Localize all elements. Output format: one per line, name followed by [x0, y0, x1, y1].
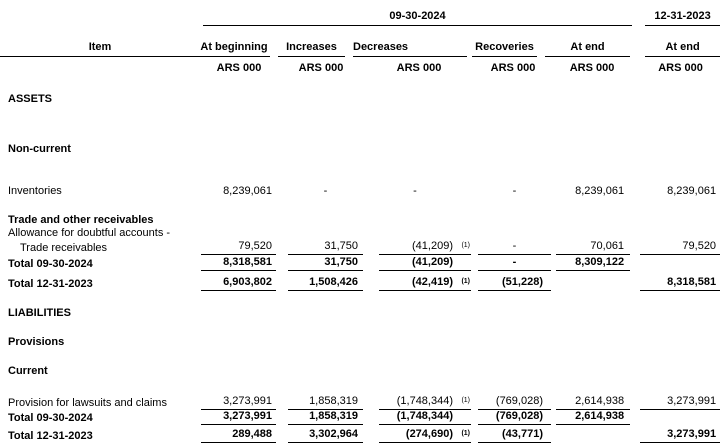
cell-at-end: 2,614,938 — [556, 395, 631, 410]
section-label: Provisions — [8, 336, 65, 348]
row-label: Provision for lawsuits and claims — [8, 397, 167, 409]
section-label: ASSETS — [8, 93, 53, 105]
cell-increases: 1,858,319 — [288, 395, 363, 410]
row-label: Total 09-30-2024 — [8, 258, 93, 270]
col-header-decreases: Decreases — [353, 41, 467, 57]
cell-recoveries: - — [478, 240, 551, 255]
cell-recoveries: (51,228) — [478, 276, 551, 291]
col-header-item: Item — [0, 41, 200, 57]
cell-at-end-prior: 8,318,581 — [640, 276, 721, 291]
cell-decreases: - — [413, 185, 417, 197]
cell-decreases: (1,748,344) (1) — [379, 395, 471, 410]
cell-at-beginning: 3,273,991 — [201, 410, 276, 425]
row-current: Current — [0, 349, 721, 378]
cell-increases: 31,750 — [288, 240, 363, 255]
cell-increases: 1,508,426 — [288, 276, 363, 291]
row-trade-and-other-receivables: Trade and other receivables — [0, 198, 721, 227]
row-assets: ASSETS — [0, 75, 721, 106]
row-label: Trade receivables — [20, 242, 108, 254]
cell-at-end-prior: 8,239,061 — [667, 185, 717, 197]
cell-at-end: 8,309,122 — [556, 256, 631, 271]
cell-recoveries: (769,028) — [478, 395, 551, 410]
period-current-label: 09-30-2024 — [203, 10, 633, 26]
cell-recoveries: - — [478, 256, 551, 271]
cell-at-beginning: 79,520 — [201, 240, 276, 255]
row-provision-lawsuits: Provision for lawsuits and claims 3,273,… — [0, 378, 721, 410]
cell-value: (42,419) — [412, 276, 453, 288]
unit-label: ARS 000 — [396, 62, 442, 74]
cell-decreases: (41,209) (1) — [379, 240, 471, 255]
row-non-current: Non-current — [0, 106, 721, 156]
cell-at-beginning: 289,488 — [201, 428, 276, 443]
period-prior-label: 12-31-2023 — [645, 10, 721, 26]
section-label: Non-current — [8, 143, 71, 155]
cell-value: (274,690) — [405, 428, 453, 440]
cell-decreases: (274,690) (1) — [379, 428, 471, 443]
cell-decreases: (41,209) — [379, 256, 471, 271]
row-liabilities: LIABILITIES — [0, 291, 721, 320]
unit-label: ARS 000 — [658, 62, 703, 74]
row-label: Total 09-30-2024 — [8, 412, 93, 424]
cell-value: (41,209) — [412, 240, 453, 252]
cell-recoveries: - — [512, 185, 517, 197]
section-label: Trade and other receivables — [8, 214, 154, 226]
cell-increases: 31,750 — [288, 256, 363, 271]
row-column-headers: Item At beginning Increases Decreases Re… — [0, 26, 721, 57]
cell-decreases: (1,748,344) — [379, 410, 471, 425]
row-inventories: Inventories 8,239,061 - - - 8,239,061 8,… — [0, 156, 721, 198]
footnote-marker: (1) — [461, 397, 470, 404]
row-label: Allowance for doubtful accounts - — [8, 227, 171, 239]
col-header-at-end-prior: At end — [645, 41, 721, 57]
cell-at-end: 70,061 — [556, 240, 631, 255]
cell-recoveries: (43,771) — [478, 428, 551, 443]
cell-at-end: 2,614,938 — [556, 410, 631, 425]
cell-at-beginning: 8,239,061 — [223, 185, 272, 197]
row-provisions: Provisions — [0, 320, 721, 349]
cell-at-end-prior: 79,520 — [640, 240, 721, 255]
cell-increases: 1,858,319 — [288, 410, 363, 425]
cell-at-beginning: 6,903,802 — [201, 276, 276, 291]
row-label: Inventories — [8, 185, 62, 197]
unit-label: ARS 000 — [216, 62, 262, 74]
col-header-recoveries: Recoveries — [472, 41, 537, 57]
section-label: LIABILITIES — [8, 307, 71, 319]
cell-increases: 3,302,964 — [288, 428, 363, 443]
unit-label: ARS 000 — [298, 62, 344, 74]
cell-at-end-prior: 3,273,991 — [640, 428, 721, 443]
row-unit-header: ARS 000 ARS 000 ARS 000 ARS 000 ARS 000 … — [0, 57, 721, 75]
row-label: Total 12-31-2023 — [8, 430, 93, 442]
row-trade-receivables: Trade receivables 79,520 31,750 (41,209)… — [0, 240, 721, 255]
row-total-1231-liabilities: Total 12-31-2023 289,488 3,302,964 (274,… — [0, 425, 721, 443]
footnote-marker: (1) — [461, 278, 470, 285]
cell-increases: - — [323, 185, 328, 197]
row-total-0930-liabilities: Total 09-30-2024 3,273,991 1,858,319 (1,… — [0, 410, 721, 425]
row-total-1231-assets: Total 12-31-2023 6,903,802 1,508,426 (42… — [0, 271, 721, 291]
cell-at-end-prior: 3,273,991 — [640, 395, 721, 410]
unit-label: ARS 000 — [569, 62, 615, 74]
unit-label: ARS 000 — [490, 62, 536, 74]
cell-at-beginning: 8,318,581 — [201, 256, 276, 271]
cell-decreases: (42,419) (1) — [379, 276, 471, 291]
cell-value: (1,748,344) — [396, 395, 453, 407]
col-header-increases: Increases — [278, 41, 345, 57]
cell-at-beginning: 3,273,991 — [201, 395, 276, 410]
cell-at-end: 8,239,061 — [575, 185, 625, 197]
cell-recoveries: (769,028) — [478, 410, 551, 425]
footnote-marker: (1) — [461, 430, 470, 437]
col-header-at-end: At end — [545, 41, 631, 57]
footnote-marker: (1) — [461, 242, 470, 249]
col-header-at-beginning: At beginning — [198, 41, 270, 57]
section-label: Current — [8, 365, 48, 377]
row-total-0930-assets: Total 09-30-2024 8,318,581 31,750 (41,20… — [0, 255, 721, 271]
row-period-header: 09-30-2024 12-31-2023 — [0, 0, 721, 26]
row-label: Total 12-31-2023 — [8, 278, 93, 290]
row-allowance-label: Allowance for doubtful accounts - — [0, 227, 721, 240]
